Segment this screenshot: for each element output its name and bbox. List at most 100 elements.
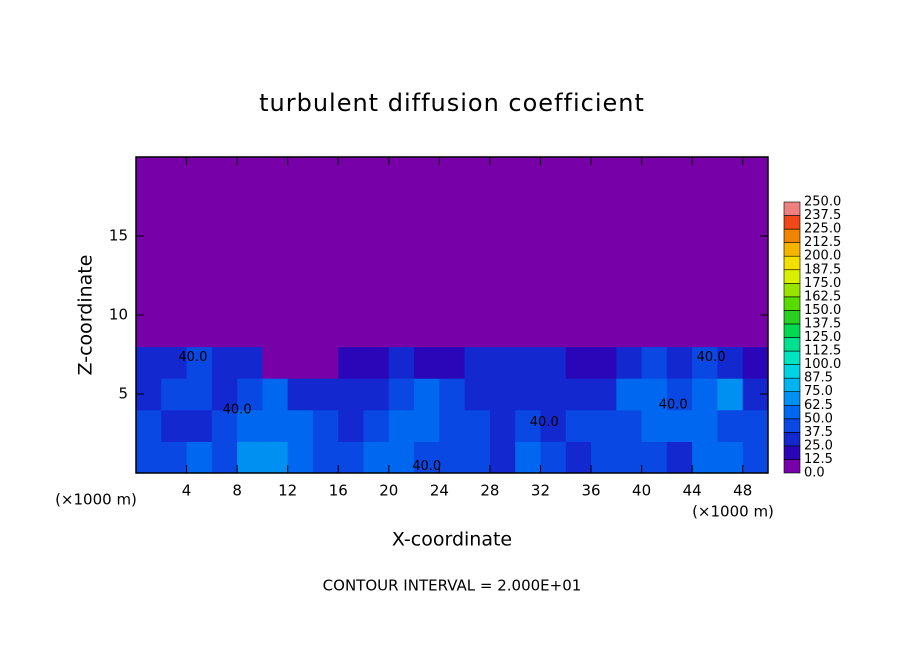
cell [237, 188, 263, 221]
cell [515, 378, 541, 411]
colorbar-segment [783, 391, 801, 406]
cell [312, 409, 339, 442]
cell [616, 157, 643, 190]
cell [312, 157, 339, 190]
cell [136, 188, 162, 221]
cell [717, 157, 744, 190]
colorbar-label: 250.0 [804, 195, 841, 210]
cell [439, 346, 466, 379]
cell [161, 220, 188, 253]
cell [237, 283, 263, 316]
cell [717, 251, 744, 284]
cell [338, 251, 365, 284]
colorbar-label: 112.5 [804, 344, 841, 359]
cell [464, 157, 491, 190]
cell [641, 409, 668, 442]
cell [363, 315, 390, 348]
cell [211, 315, 238, 348]
cell [237, 441, 263, 474]
cell [186, 157, 213, 190]
x-tick-label: 44 [683, 482, 702, 500]
cell [338, 441, 365, 474]
cell [262, 251, 289, 284]
cell [338, 220, 365, 253]
cell [338, 409, 365, 442]
cell [565, 346, 592, 379]
cell [262, 315, 289, 348]
x-tick-label: 8 [232, 482, 242, 500]
cell [591, 315, 617, 348]
cell [338, 378, 365, 411]
x-tick-label: 36 [581, 482, 600, 500]
cell [363, 251, 390, 284]
x-tick-label: 16 [329, 482, 348, 500]
colorbar-label: 25.0 [804, 438, 833, 453]
cell [363, 409, 390, 442]
cell [414, 157, 440, 190]
cell [489, 251, 516, 284]
field [136, 157, 769, 474]
x-axis-label: X-coordinate [392, 529, 512, 551]
cell [262, 283, 289, 316]
cell [591, 188, 617, 221]
colorbar-label: 212.5 [804, 235, 841, 250]
x-tick-label: 28 [480, 482, 499, 500]
cell [666, 251, 693, 284]
cell [742, 409, 769, 442]
contour-label: 40.0 [530, 415, 559, 430]
cell [439, 315, 466, 348]
cell [312, 441, 339, 474]
cell [262, 409, 289, 442]
x-unit-label: (×1000 m) [55, 491, 137, 509]
cell [237, 378, 263, 411]
cell [692, 346, 718, 379]
cell [414, 378, 440, 411]
cell [742, 346, 769, 379]
cell [363, 441, 390, 474]
cell [262, 441, 289, 474]
cell [237, 157, 263, 190]
cell [287, 315, 314, 348]
cell [439, 409, 466, 442]
x-tick-label: 12 [278, 482, 297, 500]
cell [464, 283, 491, 316]
colorbar-segment [783, 201, 801, 216]
cell [742, 315, 769, 348]
colorbar-label: 162.5 [804, 289, 841, 304]
cell [540, 315, 567, 348]
cell [565, 315, 592, 348]
cell [489, 315, 516, 348]
cell [211, 441, 238, 474]
cell [388, 251, 415, 284]
cell [161, 346, 188, 379]
cell [439, 251, 466, 284]
cell [338, 346, 365, 379]
cell [515, 157, 541, 190]
cell [161, 188, 188, 221]
x-tick-label: 20 [379, 482, 398, 500]
y-tick-label: 10 [109, 306, 128, 324]
cell [262, 220, 289, 253]
cell [464, 378, 491, 411]
cell [186, 315, 213, 348]
cell [312, 283, 339, 316]
cell [515, 409, 541, 442]
colorbar-label: 100.0 [804, 357, 841, 372]
cell [388, 315, 415, 348]
cell [616, 346, 643, 379]
cell [186, 346, 213, 379]
cell [692, 409, 718, 442]
colorbar-segment [783, 282, 801, 298]
cell [717, 378, 744, 411]
cell [616, 220, 643, 253]
cell [312, 251, 339, 284]
cell [591, 220, 617, 253]
cell [515, 441, 541, 474]
cell [388, 220, 415, 253]
cell [186, 378, 213, 411]
cell [742, 251, 769, 284]
colorbar-label: 37.5 [804, 425, 833, 440]
cell [136, 251, 162, 284]
cell [591, 378, 617, 411]
cell [666, 220, 693, 253]
